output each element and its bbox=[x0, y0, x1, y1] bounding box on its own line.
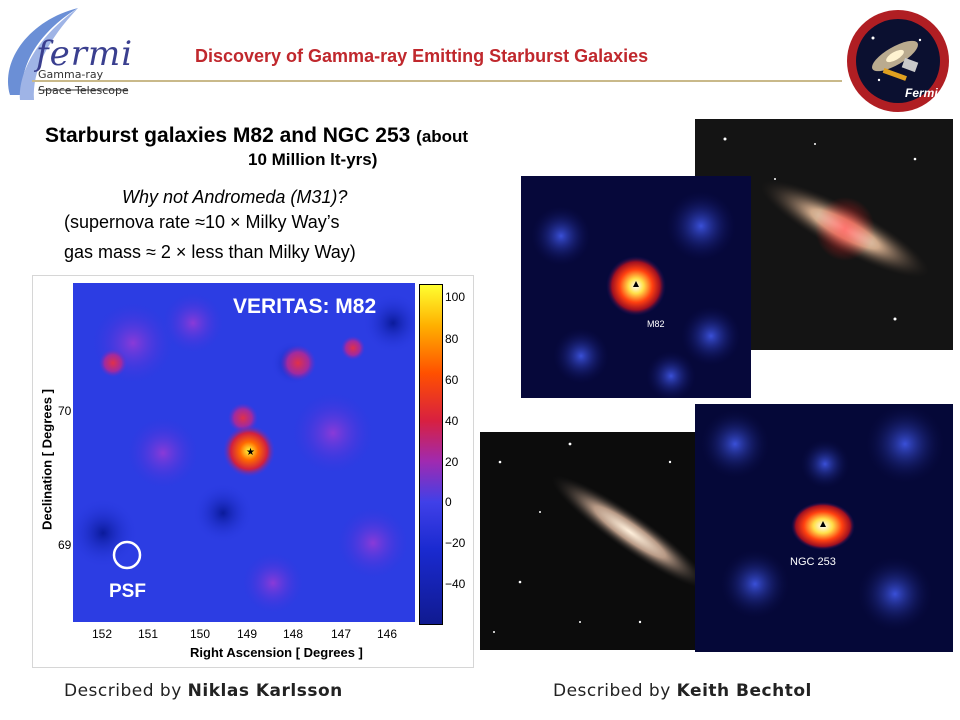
heading-main: Starburst galaxies M82 and NGC 253 bbox=[45, 124, 411, 147]
veritas-significance-map: ★ VERITAS: M82 PSF bbox=[68, 283, 423, 622]
psf-circle bbox=[112, 540, 142, 570]
ngc253-label: NGC 253 bbox=[790, 556, 836, 568]
colorbar-tick: −20 bbox=[445, 536, 466, 550]
x-tick: 147 bbox=[331, 627, 352, 641]
y-tick: 69 bbox=[58, 538, 72, 552]
mission-patch-logo: Fermi bbox=[845, 8, 951, 114]
y-tick: 70 bbox=[58, 404, 72, 418]
m82-label: M82 bbox=[647, 319, 665, 329]
credit-right-name: Keith Bechtol bbox=[676, 681, 812, 701]
x-tick: 152 bbox=[92, 627, 113, 641]
colorbar-tick: 100 bbox=[445, 290, 466, 304]
header-divider bbox=[32, 80, 842, 82]
heading-paren: (about bbox=[416, 127, 469, 146]
ngc253-optical-image bbox=[480, 432, 709, 650]
question-text: Why not Andromeda (M31)? bbox=[122, 187, 348, 207]
colorbar-tick: 40 bbox=[445, 414, 459, 428]
ngc253-gamma-map: NGC 253 bbox=[695, 404, 953, 652]
fermi-logo: fermi Gamma-ray Space Telescope bbox=[0, 0, 134, 108]
colorbar-tick: 0 bbox=[445, 495, 452, 509]
note-line2: gas mass ≈ 2 × less than Milky Way) bbox=[64, 242, 356, 262]
svg-text:★: ★ bbox=[246, 447, 255, 458]
fermi-logo-word: fermi bbox=[36, 34, 134, 74]
x-tick: 148 bbox=[283, 627, 304, 641]
x-axis-label: Right Ascension [ Degrees ] bbox=[190, 645, 363, 660]
x-tick: 150 bbox=[190, 627, 211, 641]
colorbar-tick: 80 bbox=[445, 332, 459, 346]
x-tick: 146 bbox=[377, 627, 398, 641]
page-title: Discovery of Gamma-ray Emitting Starburs… bbox=[195, 46, 649, 66]
y-axis-label: Declination [ Degrees ] bbox=[39, 389, 55, 530]
x-tick: 151 bbox=[138, 627, 159, 641]
colorbar-tick: 20 bbox=[445, 455, 459, 469]
heading-line2: 10 Million lt-yrs) bbox=[248, 150, 378, 169]
colorbar bbox=[419, 284, 443, 625]
x-tick: 149 bbox=[237, 627, 258, 641]
fermi-logo-sub2: Space Telescope bbox=[38, 84, 129, 97]
credit-left: Described by Niklas Karlsson bbox=[64, 681, 343, 701]
patch-label: Fermi bbox=[905, 86, 938, 100]
veritas-map-title: VERITAS: M82 bbox=[233, 295, 376, 318]
colorbar-tick: −40 bbox=[445, 577, 466, 591]
note-line1: (supernova rate ≈10 × Milky Way’s bbox=[64, 212, 340, 232]
credit-right-prefix: Described by bbox=[553, 681, 671, 701]
credit-left-name: Niklas Karlsson bbox=[187, 681, 343, 701]
colorbar-tick: 60 bbox=[445, 373, 459, 387]
credit-right: Described by Keith Bechtol bbox=[553, 681, 812, 701]
psf-label: PSF bbox=[109, 581, 146, 602]
fermi-logo-sub1: Gamma-ray bbox=[38, 68, 104, 81]
m82-gamma-map: M82 bbox=[521, 176, 751, 401]
fermi-swoosh-icon bbox=[8, 8, 128, 100]
slide-heading: Starburst galaxies M82 and NGC 253 (abou… bbox=[45, 122, 605, 151]
credit-left-prefix: Described by bbox=[64, 681, 182, 701]
